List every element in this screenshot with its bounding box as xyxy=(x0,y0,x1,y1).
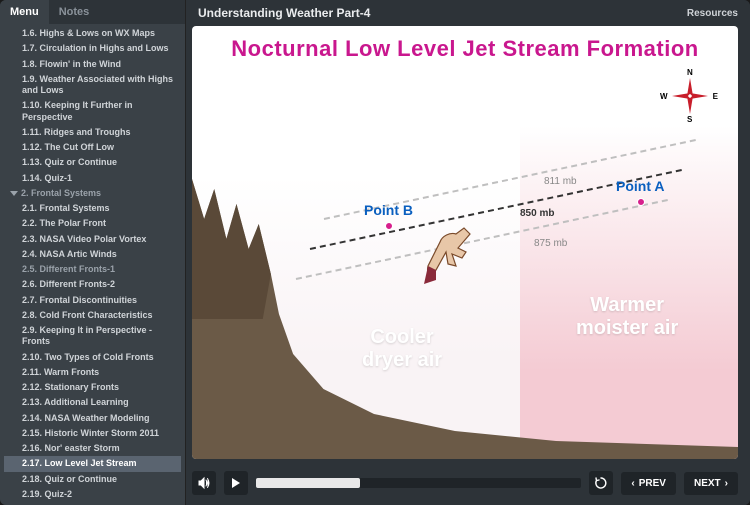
app-window: Menu Notes 1.6. Highs & Lows on WX Maps1… xyxy=(0,0,750,505)
nav-item[interactable]: 1.6. Highs & Lows on WX Maps xyxy=(4,26,181,41)
compass-s: S xyxy=(687,115,692,124)
nav-item[interactable]: 2.13. Additional Learning xyxy=(4,395,181,410)
sidebar: Menu Notes 1.6. Highs & Lows on WX Maps1… xyxy=(0,0,186,505)
player-footer: ‹ PREV NEXT › xyxy=(186,465,750,505)
replay-button[interactable] xyxy=(589,471,613,495)
nav-item[interactable]: 2.2. The Polar Front xyxy=(4,216,181,231)
point-b-dot xyxy=(385,222,393,230)
pointer-hand-icon xyxy=(422,222,492,292)
nav-item[interactable]: 2.6. Different Fronts-2 xyxy=(4,277,181,292)
replay-icon xyxy=(594,476,608,490)
slide-title: Nocturnal Low Level Jet Stream Formation xyxy=(192,36,738,62)
nav-item[interactable]: 2.9. Keeping It in Perspective - Fronts xyxy=(4,323,181,350)
prev-label: PREV xyxy=(639,478,666,489)
play-button[interactable] xyxy=(224,471,248,495)
nav-item[interactable]: 2.8. Cold Front Characteristics xyxy=(4,308,181,323)
prev-button[interactable]: ‹ PREV xyxy=(621,472,676,495)
nav-item[interactable]: 2.15. Historic Winter Storm 2011 xyxy=(4,426,181,441)
nav-item[interactable]: 2.16. Nor' easter Storm xyxy=(4,441,181,456)
pressure-label-850: 850 mb xyxy=(520,208,554,219)
compass-w: W xyxy=(660,92,668,101)
content-header: Understanding Weather Part-4 Resources xyxy=(186,0,750,26)
play-icon xyxy=(232,478,240,488)
content-pane: Understanding Weather Part-4 Resources N… xyxy=(186,0,750,505)
resources-link[interactable]: Resources xyxy=(687,8,738,19)
point-a-dot xyxy=(637,198,645,206)
volume-button[interactable] xyxy=(192,471,216,495)
nav-item[interactable]: 2.14. NASA Weather Modeling xyxy=(4,411,181,426)
nav-item[interactable]: 2.12. Stationary Fronts xyxy=(4,380,181,395)
point-a-label: Point A xyxy=(616,178,664,194)
compass-e: E xyxy=(713,92,718,101)
nav-item[interactable]: 2.17. Low Level Jet Stream xyxy=(4,456,181,471)
compass-n: N xyxy=(687,68,693,77)
chevron-right-icon: › xyxy=(725,478,728,489)
compass-icon: N E S W xyxy=(668,74,712,118)
nav-item[interactable]: 2.18. Quiz or Continue xyxy=(4,472,181,487)
nav-item[interactable]: 2.7. Frontal Discontinuities xyxy=(4,293,181,308)
nav-item[interactable]: 1.14. Quiz-1 xyxy=(4,171,181,186)
tab-notes[interactable]: Notes xyxy=(49,0,100,24)
progress-bar[interactable] xyxy=(256,478,581,488)
nav-item[interactable]: 1.11. Ridges and Troughs xyxy=(4,125,181,140)
nav-section[interactable]: 2. Frontal Systems xyxy=(4,186,181,201)
cooler-air-label: Cooler dryer air xyxy=(362,326,442,372)
nav-item[interactable]: 2.1. Frontal Systems xyxy=(4,201,181,216)
tab-menu[interactable]: Menu xyxy=(0,0,49,24)
main-area: Menu Notes 1.6. Highs & Lows on WX Maps1… xyxy=(0,0,750,505)
nav-item[interactable]: 2.3. NASA Video Polar Vortex xyxy=(4,232,181,247)
volume-icon xyxy=(197,476,211,490)
nav-item[interactable]: 2.5. Different Fronts-1 xyxy=(4,262,181,277)
caret-down-icon xyxy=(10,191,18,196)
nav-item[interactable]: 1.13. Quiz or Continue xyxy=(4,155,181,170)
slide-stage: Nocturnal Low Level Jet Stream Formation… xyxy=(192,26,738,459)
nav-item[interactable]: 2.19. Quiz-2 xyxy=(4,487,181,502)
nav-item[interactable]: 1.9. Weather Associated with Highs and L… xyxy=(4,72,181,99)
nav-item[interactable]: 1.10. Keeping It Further in Perspective xyxy=(4,98,181,125)
nav-item[interactable]: 1.7. Circulation in Highs and Lows xyxy=(4,41,181,56)
point-b-label: Point B xyxy=(364,202,413,218)
pressure-label-811: 811 mb xyxy=(544,176,577,187)
warmer-air-label: Warmer moister air xyxy=(576,294,678,340)
nav-item[interactable]: 2.11. Warm Fronts xyxy=(4,365,181,380)
nav-item[interactable]: 2.4. NASA Artic Winds xyxy=(4,247,181,262)
nav-tree[interactable]: 1.6. Highs & Lows on WX Maps1.7. Circula… xyxy=(0,24,185,505)
next-label: NEXT xyxy=(694,478,721,489)
pressure-label-875: 875 mb xyxy=(534,238,567,249)
chevron-left-icon: ‹ xyxy=(631,478,634,489)
sidebar-tabs: Menu Notes xyxy=(0,0,185,24)
nav-item[interactable]: 1.8. Flowin' in the Wind xyxy=(4,57,181,72)
nav-item[interactable]: 1.12. The Cut Off Low xyxy=(4,140,181,155)
page-title: Understanding Weather Part-4 xyxy=(198,6,370,20)
nav-item[interactable]: 2.10. Two Types of Cold Fronts xyxy=(4,350,181,365)
stage-wrap: Nocturnal Low Level Jet Stream Formation… xyxy=(186,26,750,465)
progress-fill xyxy=(256,478,360,488)
next-button[interactable]: NEXT › xyxy=(684,472,738,495)
